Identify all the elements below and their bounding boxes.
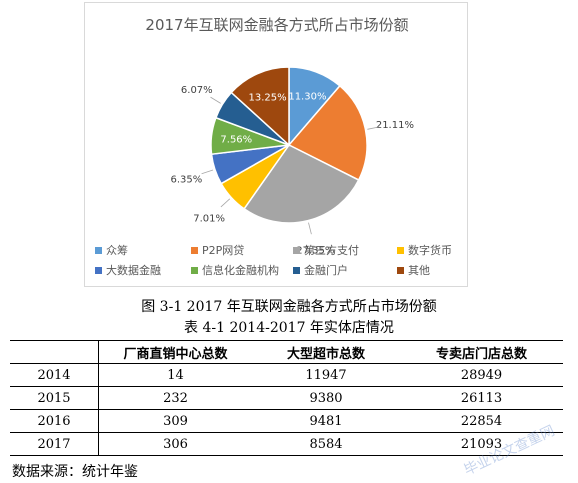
table-header-cell: 厂商直销中心总数 [123, 346, 228, 362]
legend-swatch [191, 267, 198, 274]
legend-swatch [397, 267, 404, 274]
leader-line [210, 96, 221, 104]
pie-slice [243, 144, 360, 224]
legend-item: 大数据金融 [95, 263, 161, 277]
leader-line [308, 222, 312, 235]
legend-item: 其他 [397, 264, 430, 277]
data-label: 7.01% [193, 214, 225, 225]
legend-label: 数字货币 [408, 243, 452, 257]
data-label: 7.56% [220, 135, 252, 146]
table-cell: 2015 [10, 386, 99, 410]
table-cell: 2016 [10, 409, 99, 433]
table-cell: 14 [167, 367, 184, 383]
data-label: 6.35% [171, 175, 203, 186]
legend-item: P2P网贷 [191, 243, 244, 257]
data-label: 13.25% [249, 93, 287, 104]
table-cell: 9481 [309, 413, 343, 429]
pie-chart: 2017年互联网金融各方式所占市场份额 11.30% 21.11% 27.35% 7.… [95, 16, 452, 277]
table-header-cell: 大型超市总数 [286, 346, 365, 362]
table-header-cell [10, 340, 99, 364]
legend-swatch [191, 247, 198, 254]
legend-swatch [293, 247, 300, 254]
legend-swatch [95, 267, 102, 274]
leader-line [367, 126, 380, 130]
data-table: 厂商直销中心总数 大型超市总数 专卖店门店总数 2014 14 11947 28… [10, 340, 563, 456]
table-row: 2016 309 9481 22854 [10, 409, 563, 433]
leader-line [201, 169, 214, 175]
data-label: 27.35% [296, 246, 334, 257]
legend-label: 第三方支付 [304, 243, 359, 257]
data-label: 6.07% [181, 85, 213, 96]
figure-caption: 图 3-1 2017 年互联网金融各方式所占市场份额 [141, 299, 437, 315]
table-caption: 表 4-1 2014-2017 年实体店情况 [184, 320, 394, 336]
legend-item: 金融门户 [293, 263, 348, 277]
chart-panel: 2017年互联网金融各方式所占市场份额 11.30% 21.11% 27.35% 7.… [84, 2, 468, 287]
legend-label: 众筹 [106, 243, 128, 257]
data-label: 21.11% [376, 120, 414, 131]
table-cell: 232 [163, 390, 188, 406]
table-cell: 9380 [309, 390, 343, 406]
legend-swatch [95, 247, 102, 254]
legend-label: 金融门户 [304, 263, 348, 277]
source-note: 数据来源：统计年鉴 [12, 464, 138, 480]
table-cell: 22854 [460, 413, 503, 429]
table-cell: 2014 [10, 363, 99, 387]
pie-slice [230, 66, 290, 147]
table-cell: 21093 [460, 436, 503, 452]
table-cell: 2017 [10, 432, 99, 456]
table-cell: 28949 [460, 367, 503, 383]
legend-item: 众筹 [95, 243, 128, 257]
table-row: 2014 14 11947 28949 [10, 363, 563, 387]
table-row: 2015 232 9380 26113 [10, 386, 563, 410]
legend-swatch [397, 247, 404, 254]
pie-slice [287, 84, 368, 182]
table-header-cell: 专卖店门店总数 [435, 346, 527, 362]
table-cell: 8584 [309, 436, 343, 452]
legend-item: 信息化金融机构 [191, 263, 279, 277]
chart-title: 2017年互联网金融各方式所占市场份额 [145, 16, 408, 34]
legend-label: 大数据金融 [106, 263, 161, 277]
table-cell: 26113 [460, 390, 503, 406]
legend-label: 信息化金融机构 [202, 263, 279, 277]
table-cell: 306 [163, 436, 188, 452]
table-header-row: 厂商直销中心总数 大型超市总数 专卖店门店总数 [10, 340, 563, 364]
legend-label: 其他 [408, 264, 430, 277]
legend-swatch [293, 267, 300, 274]
legend-item: 第三方支付 [293, 243, 359, 257]
legend-label: P2P网贷 [202, 243, 244, 257]
table-row: 2017 306 8584 21093 [10, 432, 563, 456]
table-cell: 11947 [305, 367, 347, 383]
table-cell: 309 [163, 413, 188, 429]
data-label: 11.30% [288, 91, 326, 102]
leader-line [220, 198, 231, 208]
legend-item: 数字货币 [397, 243, 452, 257]
